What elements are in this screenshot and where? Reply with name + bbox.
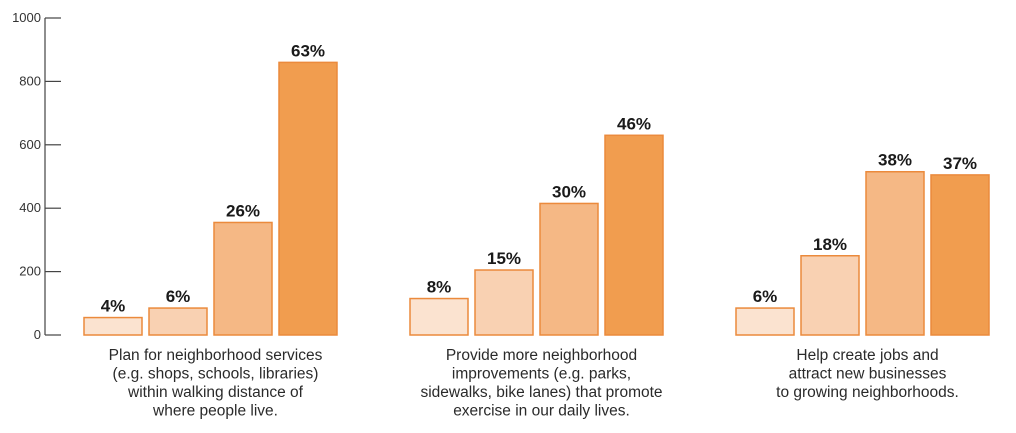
y-tick-label: 200 [19, 264, 41, 279]
data-label: 46% [617, 114, 651, 133]
bar [604, 134, 664, 336]
category-label-line: where people live. [152, 403, 278, 420]
data-label: 8% [427, 278, 452, 297]
data-label: 6% [753, 287, 778, 306]
bar [539, 202, 599, 336]
bar [474, 269, 534, 336]
y-tick-label: 600 [19, 137, 41, 152]
bar [278, 61, 338, 336]
bar [930, 174, 990, 336]
data-label: 26% [226, 201, 260, 220]
y-tick-label: 400 [19, 200, 41, 215]
category-label-line: Plan for neighborhood services [109, 347, 323, 364]
bars [83, 61, 990, 336]
data-labels: 4% 6% 26% 63% 8% 15% 30% 46% 6% 18% 38% 37% [101, 41, 977, 315]
data-label: 18% [813, 235, 847, 254]
data-label: 15% [487, 249, 521, 268]
bar [148, 307, 208, 336]
y-axis: 0 200 400 600 800 1000 [12, 10, 61, 342]
category-label-line: attract new businesses [789, 366, 947, 383]
data-label: 37% [943, 154, 977, 173]
data-label: 38% [878, 151, 912, 170]
bar [83, 316, 143, 336]
category-label-line: (e.g. shops, schools, libraries) [113, 366, 319, 383]
category-label-line: Provide more neighborhood [446, 347, 637, 364]
category-label-line: improvements (e.g. parks, [452, 366, 631, 383]
bar [409, 297, 469, 336]
category-label-line: exercise in our daily lives. [453, 403, 630, 420]
y-tick-label: 1000 [12, 10, 41, 25]
data-label: 30% [552, 182, 586, 201]
data-label: 4% [101, 297, 126, 316]
category-label-line: sidewalks, bike lanes) that promote [420, 384, 662, 401]
y-tick-label: 800 [19, 73, 41, 88]
bar [865, 170, 925, 336]
data-label: 63% [291, 41, 325, 60]
bar [800, 255, 860, 336]
category-label-line: to growing neighborhoods. [776, 384, 959, 401]
y-tick-label: 0 [34, 327, 41, 342]
bar [735, 307, 795, 336]
category-label-line: Help create jobs and [796, 347, 938, 364]
category-label-line: within walking distance of [127, 384, 304, 401]
data-label: 6% [166, 287, 191, 306]
category-labels: Plan for neighborhood services (e.g. shop… [109, 347, 959, 420]
bar [213, 221, 273, 336]
